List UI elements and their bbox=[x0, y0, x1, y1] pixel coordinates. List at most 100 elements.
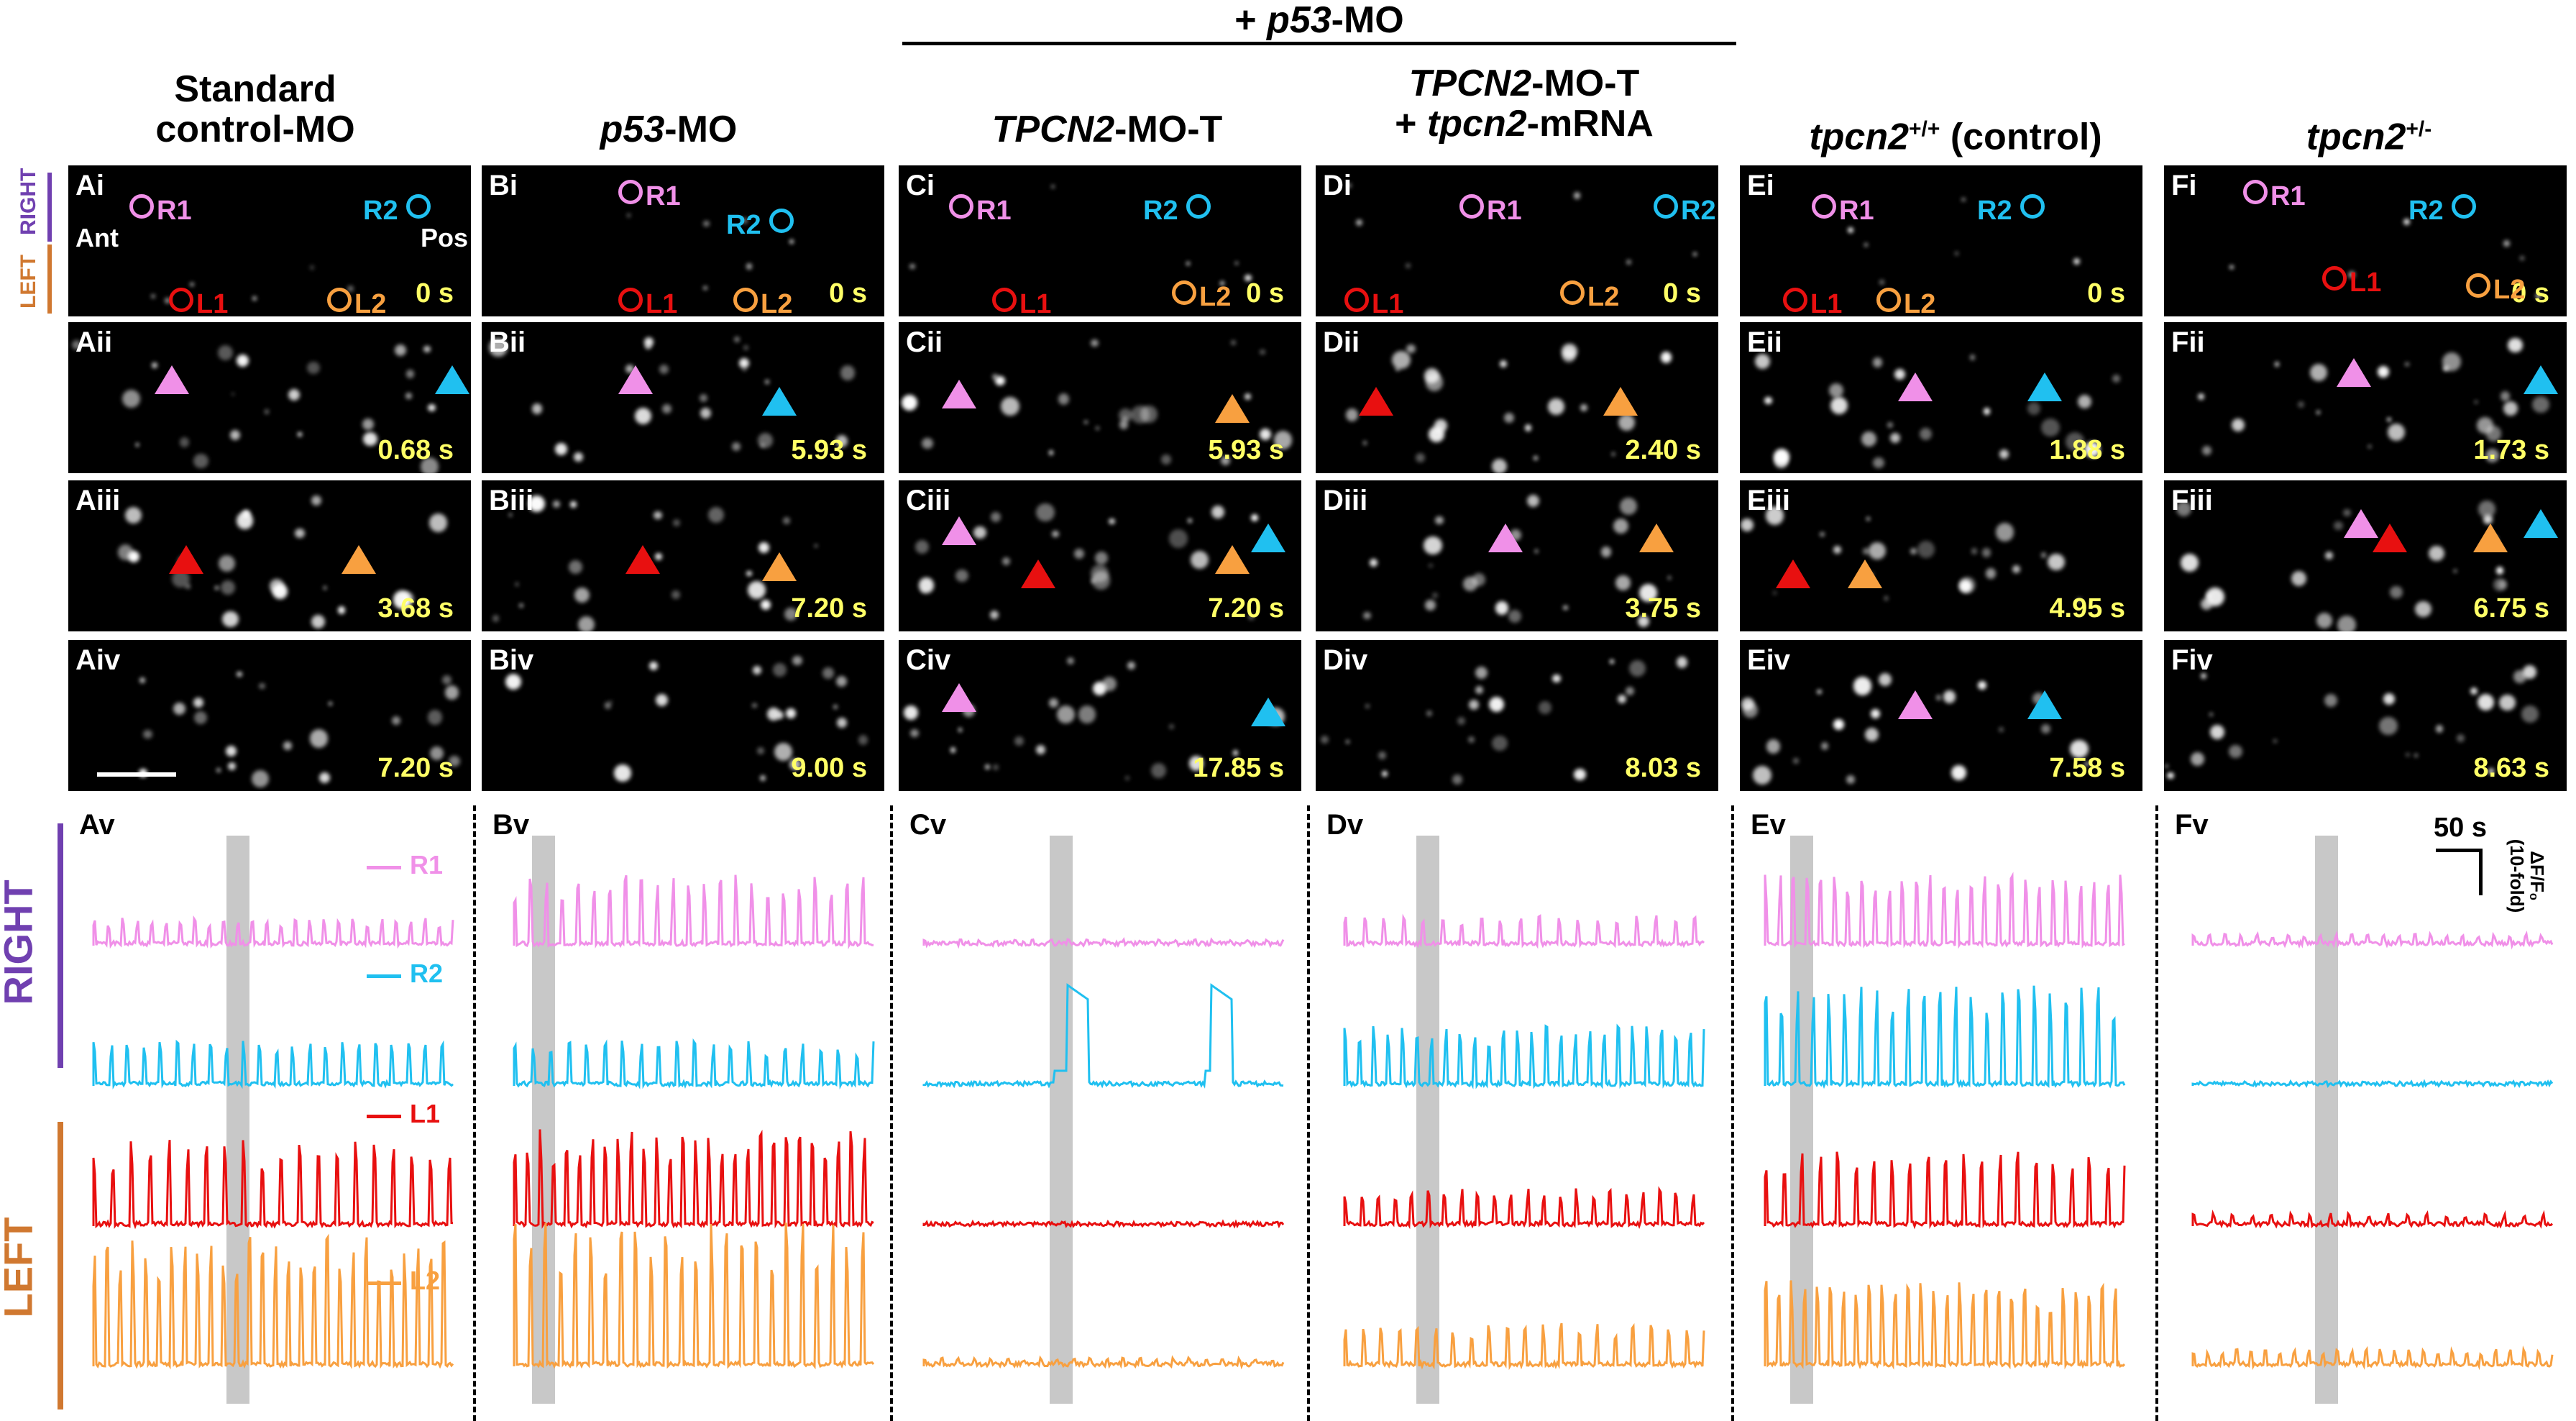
cell-signal bbox=[1492, 736, 1508, 751]
cell-signal bbox=[993, 764, 999, 770]
cell-signal bbox=[1766, 739, 1781, 754]
cell-signal bbox=[1919, 427, 1933, 441]
cell-signal bbox=[1943, 690, 1956, 704]
cell-signal bbox=[1995, 523, 2014, 542]
arrowhead-r1 bbox=[942, 683, 976, 712]
cell-signal bbox=[2379, 716, 2398, 736]
cell-signal bbox=[1862, 548, 1869, 554]
column-separator bbox=[473, 805, 476, 1421]
cell-signal bbox=[1661, 352, 1672, 363]
cell-signal bbox=[743, 367, 746, 372]
cell-signal bbox=[1978, 681, 1986, 690]
cell-signal bbox=[1574, 768, 1586, 780]
cell-signal bbox=[1169, 529, 1188, 548]
cell-signal bbox=[1067, 657, 1075, 665]
cell-signal bbox=[1765, 506, 1784, 525]
cell-signal bbox=[2499, 694, 2516, 711]
trace-F-l1 bbox=[2191, 1210, 2554, 1229]
roi-label-l1: L1 bbox=[1372, 289, 1404, 316]
cell-signal bbox=[984, 764, 991, 770]
roi-label-r2: R2 bbox=[1143, 196, 1178, 226]
cell-signal bbox=[1150, 763, 1166, 779]
cell-signal bbox=[1865, 728, 1879, 742]
cell-signal bbox=[1191, 551, 1209, 570]
cell-signal bbox=[1345, 408, 1359, 421]
trace-panel-label: Bv bbox=[492, 809, 530, 841]
cell-signal bbox=[444, 685, 459, 700]
cell-signal bbox=[1036, 503, 1055, 521]
panel-label: Ei bbox=[1747, 170, 1774, 201]
cell-signal bbox=[814, 544, 817, 548]
cell-signal bbox=[1245, 274, 1252, 282]
cell-signal bbox=[1001, 557, 1010, 566]
cell-signal bbox=[1109, 518, 1115, 524]
cell-signal bbox=[2387, 423, 2405, 441]
panel-label: Eiv bbox=[1747, 644, 1791, 676]
cell-signal bbox=[307, 361, 320, 375]
cell-signal bbox=[1618, 413, 1636, 431]
cell-signal bbox=[2532, 396, 2549, 413]
cell-signal bbox=[2165, 764, 2168, 768]
cell-signal bbox=[2470, 687, 2478, 695]
cell-signal bbox=[1365, 703, 1370, 708]
cell-signal bbox=[1489, 696, 1505, 712]
roi-label-l2: L2 bbox=[1904, 289, 1936, 316]
cell-signal bbox=[194, 710, 208, 724]
cell-signal bbox=[122, 390, 140, 408]
trace-label-r2: R2 bbox=[410, 959, 444, 988]
cell-signal bbox=[2503, 240, 2511, 247]
arrowhead-r2 bbox=[2027, 373, 2062, 401]
trace-F-r2 bbox=[2191, 1079, 2554, 1089]
image-panel-Aii: Aii 0.68 s bbox=[68, 322, 471, 473]
cell-signal bbox=[2231, 418, 2245, 432]
roi-label-r1: R1 bbox=[2270, 181, 2306, 211]
image-panel-Aiii: Aiii 3.68 s bbox=[68, 480, 471, 631]
panel-label: Biii bbox=[489, 485, 534, 516]
image-panel-Di: Di 0 s R1 R2 L1 L2 bbox=[1316, 165, 1718, 316]
cell-signal bbox=[310, 265, 315, 270]
top-bracket-label: + p53-MO bbox=[1234, 0, 1404, 41]
cell-signal bbox=[1230, 339, 1236, 346]
cell-signal bbox=[2498, 580, 2508, 590]
arrowhead-r2 bbox=[2524, 509, 2558, 538]
cell-signal bbox=[1872, 357, 1883, 367]
cell-signal bbox=[1463, 577, 1477, 591]
cell-signal bbox=[1866, 516, 1871, 521]
cell-signal bbox=[528, 495, 546, 513]
cell-signal bbox=[283, 741, 292, 750]
cell-signal bbox=[2077, 394, 2092, 409]
cell-signal bbox=[1161, 454, 1171, 465]
cell-signal bbox=[225, 745, 237, 757]
cell-signal bbox=[2378, 366, 2389, 378]
roi-circle-r1 bbox=[1459, 194, 1484, 219]
cell-signal bbox=[1370, 559, 1378, 567]
cell-signal bbox=[574, 452, 583, 462]
cell-signal bbox=[1574, 192, 1581, 199]
cell-signal bbox=[1491, 458, 1507, 473]
cell-signal bbox=[1864, 242, 1868, 247]
roi-label-l1: L1 bbox=[646, 289, 678, 316]
cell-signal bbox=[2429, 546, 2444, 562]
cell-signal bbox=[1084, 420, 1088, 424]
cell-signal bbox=[1676, 657, 1688, 668]
cell-signal bbox=[2334, 521, 2343, 531]
cell-signal bbox=[1667, 576, 1672, 580]
cell-signal bbox=[746, 263, 753, 270]
cell-signal bbox=[2298, 401, 2305, 408]
image-panel-Diii: Diii 3.75 s bbox=[1316, 480, 1718, 631]
cell-signal bbox=[752, 703, 758, 708]
cell-signal bbox=[1999, 449, 2009, 459]
panel-label: Fiii bbox=[2171, 485, 2213, 516]
roi-circle-l2 bbox=[1876, 288, 1901, 312]
cell-signal bbox=[519, 603, 524, 608]
cell-signal bbox=[2041, 724, 2051, 734]
cell-signal bbox=[393, 590, 412, 609]
cell-signal bbox=[179, 437, 190, 447]
trace-B-l2 bbox=[513, 1223, 875, 1370]
cell-signal bbox=[2201, 446, 2211, 456]
arrowhead-l2 bbox=[2473, 524, 2508, 552]
cell-signal bbox=[1435, 516, 1444, 524]
cell-signal bbox=[671, 590, 681, 599]
arrowhead-l1 bbox=[1021, 559, 1055, 588]
cell-signal bbox=[143, 730, 152, 739]
